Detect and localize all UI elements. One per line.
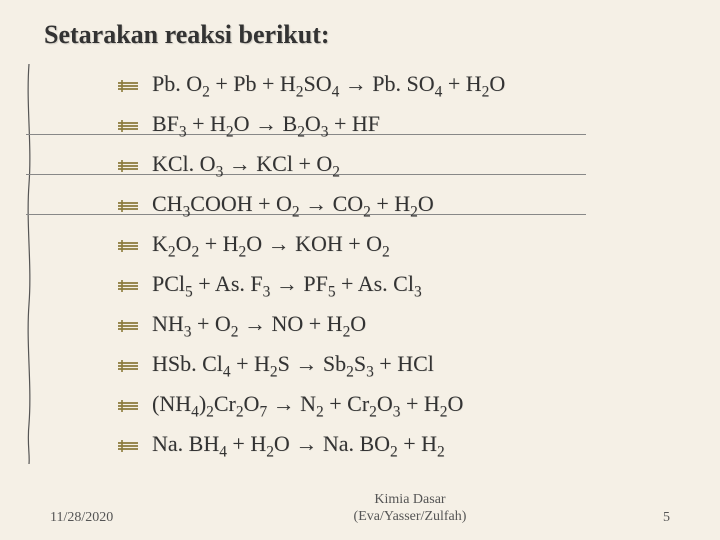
bullet-icon [118,239,142,253]
list-item: Na. BH4 + H2O → Na. BO2 + H2 [118,426,680,466]
bullet-icon [118,359,142,373]
bullet-icon [118,79,142,93]
decorative-vertical-stroke [24,64,34,464]
list-item: HSb. Cl4 + H2S → Sb2S3 + HCl [118,346,680,386]
slide: Setarakan reaksi berikut: Pb. O2 + Pb + … [0,0,720,540]
equation-text: CH3COOH + O2 → CO2 + H2O [152,191,434,221]
bullet-icon [118,119,142,133]
footer-line2: (Eva/Yasser/Zulfah) [354,509,467,524]
equation-text: HSb. Cl4 + H2S → Sb2S3 + HCl [152,351,434,381]
bullet-icon [118,439,142,453]
list-item: CH3COOH + O2 → CO2 + H2O [118,186,680,226]
equation-text: Pb. O2 + Pb + H2SO4 → Pb. SO4 + H2O [152,71,505,101]
equation-text: NH3 + O2 → NO + H2O [152,311,366,341]
bullet-icon [118,319,142,333]
list-item: Pb. O2 + Pb + H2SO4 → Pb. SO4 + H2O [118,66,680,106]
equation-text: KCl. O3 → KCl + O2 [152,151,340,181]
list-item: (NH4)2Cr2O7 → N2 + Cr2O3 + H2O [118,386,680,426]
footer-page-number: 5 [610,510,670,526]
footer-date: 11/28/2020 [50,510,210,526]
slide-footer: 11/28/2020 Kimia Dasar (Eva/Yasser/Zulfa… [0,492,720,526]
list-item: NH3 + O2 → NO + H2O [118,306,680,346]
list-item: BF3 + H2O → B2O3 + HF [118,106,680,146]
page-title: Setarakan reaksi berikut: [40,20,680,50]
list-item: K2O2 + H2O → KOH + O2 [118,226,680,266]
bullet-icon [118,159,142,173]
list-item: PCl5 + As. F3 → PF5 + As. Cl3 [118,266,680,306]
list-item: KCl. O3 → KCl + O2 [118,146,680,186]
equation-text: K2O2 + H2O → KOH + O2 [152,231,390,261]
bullet-icon [118,199,142,213]
equation-text: BF3 + H2O → B2O3 + HF [152,111,380,141]
footer-line1: Kimia Dasar [374,492,445,507]
footer-center: Kimia Dasar (Eva/Yasser/Zulfah) [210,492,610,526]
bullet-icon [118,399,142,413]
equation-list: Pb. O2 + Pb + H2SO4 → Pb. SO4 + H2O BF3 … [40,66,680,466]
equation-text: PCl5 + As. F3 → PF5 + As. Cl3 [152,271,422,301]
equation-text: (NH4)2Cr2O7 → N2 + Cr2O3 + H2O [152,391,463,421]
bullet-icon [118,279,142,293]
equation-text: Na. BH4 + H2O → Na. BO2 + H2 [152,431,445,461]
